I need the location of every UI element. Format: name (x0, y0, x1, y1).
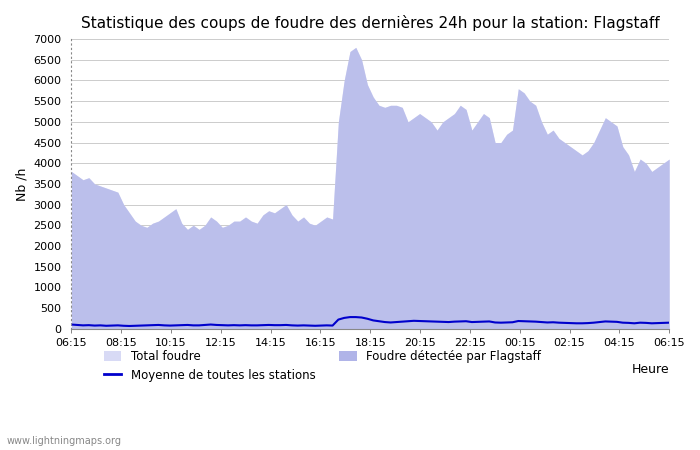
Text: Heure: Heure (631, 364, 669, 376)
Title: Statistique des coups de foudre des dernières 24h pour la station: Flagstaff: Statistique des coups de foudre des dern… (81, 15, 659, 31)
Text: www.lightningmaps.org: www.lightningmaps.org (7, 436, 122, 446)
Legend: Total foudre, Moyenne de toutes les stations, Foudre détectée par Flagstaff: Total foudre, Moyenne de toutes les stat… (99, 345, 546, 387)
Y-axis label: Nb /h: Nb /h (15, 167, 28, 201)
